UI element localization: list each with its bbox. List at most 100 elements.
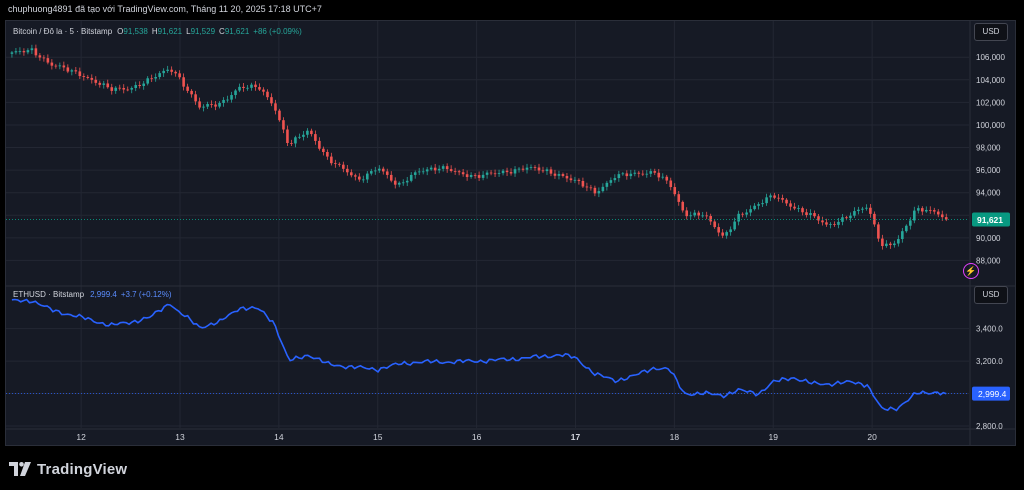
btc-candle [38,55,42,58]
btc-candle [46,58,50,63]
btc-candle [365,173,369,180]
brand-name: TradingView [37,460,128,478]
btc-candle [30,48,34,51]
btc-candle [405,180,409,183]
btc-candle [773,195,776,198]
chart-canvas[interactable]: 106,000 104,000 102,000 100,000 98,000 96,000… [6,21,1015,445]
btc-candle [42,57,46,59]
eth-legend: ETHUSD · Bitstamp 2,999.4 +3.7 (+0.12%) [13,290,172,299]
chart-frame[interactable]: 106,000 104,000 102,000 100,000 98,000 96,000… [5,20,1016,446]
btc-candle [509,172,513,174]
btc-candle [226,99,229,101]
tradingview-logo-icon [9,462,31,476]
btc-candle [222,99,225,103]
btc-candle [66,67,70,72]
btc-candle [94,79,98,83]
btc-candle [126,89,130,91]
btc-candle [821,220,824,223]
btc-candle [613,178,617,181]
btc-candle [545,169,549,172]
x-tick-label: 19 [769,432,779,442]
btc-candle [629,173,633,177]
btc-candle [86,76,90,78]
btc-candle [777,197,780,199]
eth-y-tick-label: 3,400.0 [976,325,1003,334]
btc-candle [206,104,209,107]
btc-candle [170,69,173,72]
btc-candle [393,180,397,185]
btc-candle [813,213,816,217]
btc-candle [936,211,940,215]
btc-candle [605,182,609,187]
btc-candle [230,95,233,100]
x-tick-label: 13 [175,432,185,442]
btc-candle [801,208,804,213]
btc-candle [673,187,677,195]
btc-candle [282,120,285,130]
btc-candle [194,94,197,102]
btc-candle [326,151,329,157]
btc-candle [761,203,764,205]
btc-candle [529,167,533,168]
btc-y-tick-label: 106,000 [976,53,1005,62]
btc-candle [845,217,848,219]
btc-candle [310,130,313,135]
btc-candle [753,205,756,210]
btc-candle [841,217,844,222]
btc-candle [401,182,405,184]
btc-candle [473,174,477,176]
btc-candle [697,212,701,216]
attribution-text: chuphuong4891 đã tạo với TradingView.com… [8,4,322,14]
btc-candle [385,171,389,175]
btc-candle [262,89,265,92]
btc-candle [306,130,309,135]
btc-candle [334,163,337,164]
eth-price-line [11,298,947,412]
btc-candle [932,210,936,212]
btc-candle [14,51,18,53]
btc-candle [413,172,417,175]
btc-candle [26,50,30,53]
brand-logo[interactable]: TradingView [9,458,127,480]
btc-candle [154,77,157,79]
btc-currency-button[interactable]: USD [974,23,1008,41]
btc-candle [453,170,457,172]
btc-candle [54,65,58,67]
btc-candle [182,77,185,87]
btc-candle [589,187,593,189]
btc-candle [833,224,836,225]
btc-candle [186,86,189,91]
btc-candle [857,209,860,212]
btc-candle [721,232,724,236]
x-tick-label: 17 [571,432,581,442]
btc-candle [362,179,365,181]
btc-candle [429,167,433,170]
btc-candle [789,203,792,207]
btc-candle [781,197,784,200]
lightning-icon[interactable]: ⚡ [963,263,979,279]
btc-candle [465,174,469,178]
eth-currency-button[interactable]: USD [974,286,1008,304]
btc-candle [913,210,916,221]
btc-candle [461,172,465,175]
btc-candle [142,83,145,86]
btc-candle [825,222,828,225]
btc-candle [202,106,205,108]
btc-candle [685,210,689,217]
btc-candle [797,208,800,209]
btc-candle [893,243,896,246]
btc-candle [437,168,441,171]
btc-candle [449,169,453,171]
btc-candle [541,170,545,172]
eth-last-price-tag [972,386,1010,401]
btc-candle [150,78,153,80]
btc-candle [489,172,493,174]
btc-candle [481,174,485,178]
btc-candle [649,171,653,174]
btc-candle [653,171,657,173]
btc-candle [234,90,237,96]
btc-candle [837,221,840,225]
btc-candle [190,90,193,95]
btc-candle [425,169,429,172]
btc-candle [805,212,808,215]
